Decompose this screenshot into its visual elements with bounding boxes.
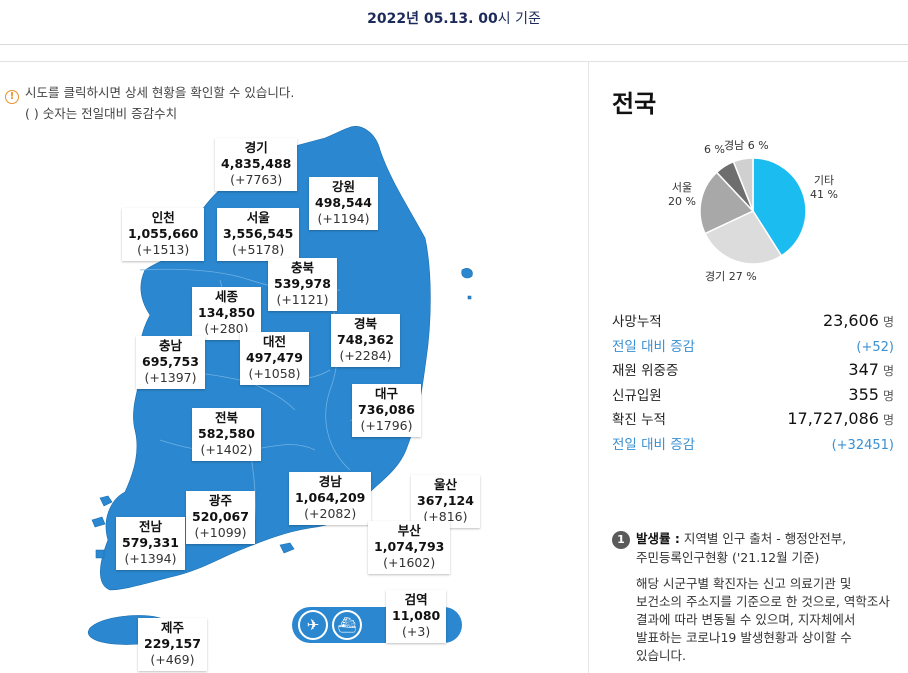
region-label-busan[interactable]: 부산 1,074,793 (+1602) [368,521,451,574]
region-label-seoul[interactable]: 서울 3,556,545 (+5178) [217,208,300,261]
pie-label-seoul: 서울 20 % [668,181,696,208]
region-label-sejong[interactable]: 세종 134,850 (+280) [192,287,261,340]
island-s1[interactable] [279,542,295,554]
island-w2[interactable] [91,516,106,528]
region-label-jeonbuk[interactable]: 전북 582,580 (+1402) [192,408,261,461]
stat-row-confirmed: 확진 누적 17,727,086 명 [612,409,894,428]
region-label-ulsan[interactable]: 울산 367,124 (+816) [411,475,480,528]
stat-row-deaths: 사망누적 23,606 명 [612,311,894,330]
island-w1[interactable] [99,495,113,507]
region-label-gyeongnam[interactable]: 경남 1,064,209 (+2082) [289,472,372,525]
stats-table: 사망누적 23,606 명 전일 대비 증감 (+52) 재원 위중증 347 명 신규입… [612,310,894,457]
stat-row-admission: 신규입원 355 명 [612,384,894,404]
notice-line1: 시도를 클릭하시면 상세 현황을 확인할 수 있습니다. [25,85,295,100]
region-label-gwangju[interactable]: 광주 520,067 (+1099) [186,491,255,544]
pie-slice [732,157,754,212]
stat-row-deaths-delta: 전일 대비 증감 (+52) [612,338,894,355]
region-label-chungnam[interactable]: 충남 695,753 (+1397) [136,336,205,389]
pie-label-gyeongnam: 경남 6 % [724,139,769,152]
divider [0,61,908,62]
region-label-jeonnam[interactable]: 전남 579,331 (+1394) [116,517,185,570]
stat-row-critical: 재원 위중증 347 명 [612,360,894,379]
panel-divider [588,62,589,673]
airplane-icon[interactable]: ✈ [298,610,328,640]
pie-slice [699,171,755,235]
date-header: 2022년 05.13. 00시 기준 [0,0,908,45]
stat-row-confirmed-delta: 전일 대비 증감 (+32451) [612,436,894,453]
region-label-chungbuk[interactable]: 충북 539,978 (+1121) [268,258,337,311]
region-label-jeju[interactable]: 제주 229,157 (+469) [138,618,207,671]
info-icon: ! [5,90,19,104]
panel-title: 전국 [612,90,657,118]
ulleung-island[interactable] [461,268,473,279]
region-label-quarantine[interactable]: 검역 11,080 (+3) [386,590,447,643]
dokdo-island[interactable] [467,295,472,300]
region-label-daejeon[interactable]: 대전 497,479 (+1058) [240,332,309,385]
pie-slice [704,210,783,265]
footnote: 1 발생률 : 지역별 인구 출처 - 행정안전부, 주민등록인구현황 ('21.… [612,530,902,665]
pie-label-small: 6 % [704,143,725,156]
footnote-number: 1 [612,531,630,549]
region-label-gyeonggi[interactable]: 경기 4,835,488 (+7763) [215,138,298,191]
date-value: 2022년 05.13. 00 [367,11,498,27]
region-label-gyeongbuk[interactable]: 경북 748,362 (+2284) [331,314,400,367]
pie-label-gyeonggi: 경기 27 % [705,270,757,283]
notice-line2: ( ) 숫자는 전일대비 증감수치 [25,106,178,121]
pie-chart [699,157,807,265]
pie-label-other: 기타 41 % [810,174,838,201]
island-w3[interactable] [95,549,105,559]
region-label-daegu[interactable]: 대구 736,086 (+1796) [352,384,421,437]
date-suffix: 시 기준 [497,11,541,27]
map-notice: ! 시도를 클릭하시면 상세 현황을 확인할 수 있습니다. ( ) 숫자는 전일… [5,83,294,124]
region-label-gangwon[interactable]: 강원 498,544 (+1194) [309,177,378,230]
ship-icon[interactable]: ⛴ [332,610,362,640]
region-label-incheon[interactable]: 인천 1,055,660 (+1513) [122,208,205,261]
